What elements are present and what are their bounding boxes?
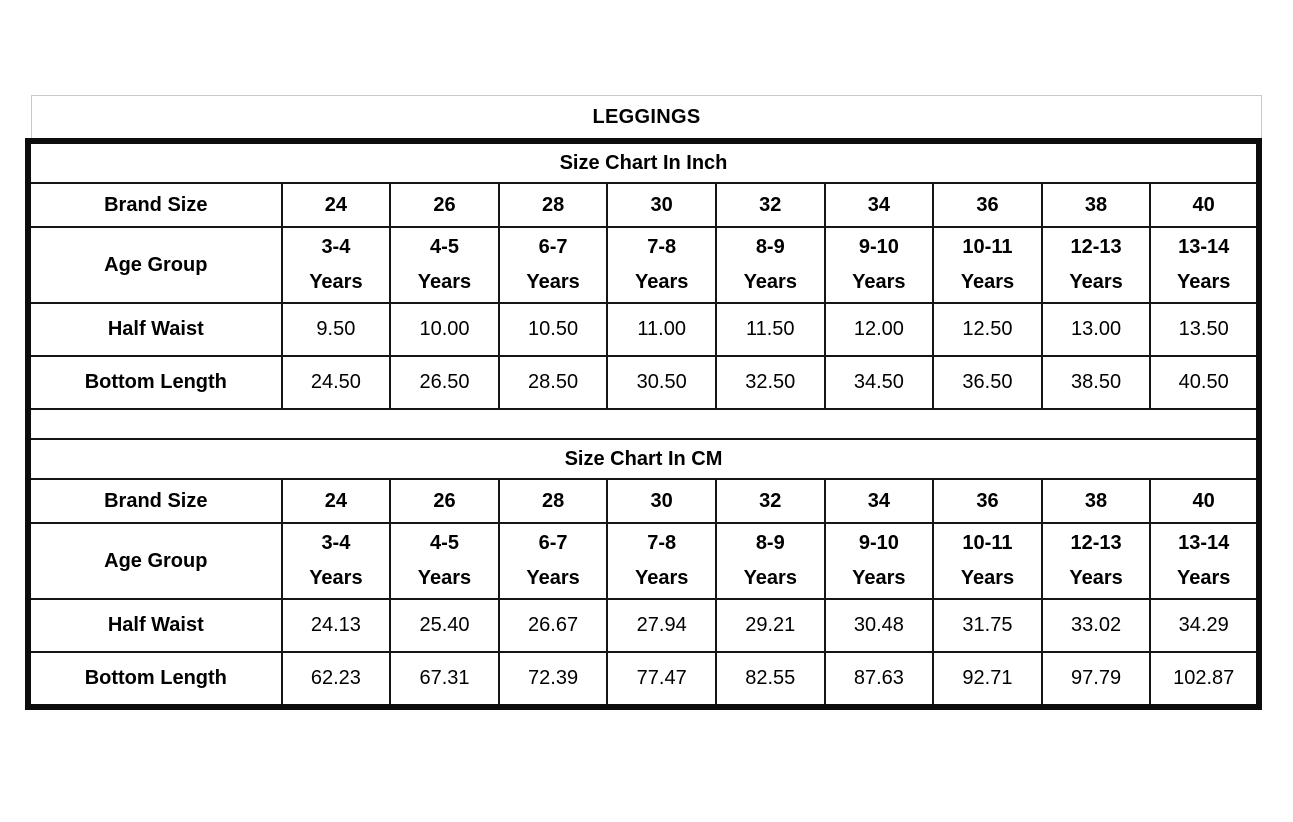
value-cell: 26.67 — [497, 598, 609, 653]
value-cell: 8-9 Years — [714, 522, 826, 600]
value-cell: 36 — [932, 182, 1043, 228]
value-cell: 24 — [280, 478, 392, 524]
value-cell: 27.94 — [606, 598, 717, 653]
value-cell: 26 — [389, 182, 500, 228]
value-cell: 77.47 — [606, 651, 717, 708]
value-cell: 13.00 — [1040, 302, 1152, 357]
row-label-waist: Half Waist — [27, 598, 283, 653]
value-cell: 9-10 Years — [823, 226, 935, 304]
row-label-brand: Brand Size — [27, 478, 283, 524]
value-cell: 82.55 — [714, 651, 826, 708]
table-row-waist: Half Waist 24.13 25.40 26.67 27.94 29.21 30.48… — [27, 598, 1260, 653]
value-cell: 8-9 Years — [714, 226, 826, 304]
value-cell: 28.50 — [497, 355, 609, 410]
value-cell: 24.13 — [280, 598, 392, 653]
chart-title: LEGGINGS — [31, 95, 1262, 138]
value-cell: 38 — [1040, 182, 1152, 228]
row-label-bottom: Bottom Length — [27, 651, 283, 708]
row-label-age: Age Group — [27, 522, 283, 600]
size-chart-panel: LEGGINGS Size Chart In Inch Brand Size 24 2… — [25, 95, 1262, 710]
value-cell: 38 — [1040, 478, 1152, 524]
table-row-brand: Brand Size 24 26 28 30 32 34 36 38 40 — [27, 182, 1260, 228]
table-row-brand: Brand Size 24 26 28 30 32 34 36 38 40 — [27, 478, 1260, 524]
value-cell: 25.40 — [389, 598, 500, 653]
value-cell: 3-4 Years — [280, 226, 392, 304]
value-cell: 24.50 — [280, 355, 392, 410]
value-cell: 26 — [389, 478, 500, 524]
value-cell: 26.50 — [389, 355, 500, 410]
value-cell: 87.63 — [823, 651, 935, 708]
table-row-age: Age Group 3-4 Years 4-5 Years 6-7 Years 7-8 … — [27, 226, 1260, 304]
value-cell: 9-10 Years — [823, 522, 935, 600]
value-cell: 11.50 — [714, 302, 826, 357]
value-cell: 24 — [280, 182, 392, 228]
row-label-waist: Half Waist — [27, 302, 283, 357]
spacer-row — [27, 408, 1260, 440]
section-header-row: Size Chart In Inch — [27, 140, 1260, 184]
section-header-inch: Size Chart In Inch — [27, 140, 1260, 184]
section-header-row: Size Chart In CM — [27, 438, 1260, 480]
value-cell: 12-13 Years — [1040, 522, 1152, 600]
row-label-bottom: Bottom Length — [27, 355, 283, 410]
value-cell: 102.87 — [1149, 651, 1260, 708]
value-cell: 10.50 — [497, 302, 609, 357]
table-row-bottom: Bottom Length 62.23 67.31 72.39 77.47 82.55 87… — [27, 651, 1260, 708]
value-cell: 4-5 Years — [389, 522, 500, 600]
size-chart-table: Size Chart In Inch Brand Size 24 26 28 30 32 34… — [25, 138, 1262, 710]
value-cell: 12.50 — [932, 302, 1043, 357]
value-cell: 4-5 Years — [389, 226, 500, 304]
value-cell: 7-8 Years — [606, 226, 717, 304]
value-cell: 30 — [606, 478, 717, 524]
table-row-waist: Half Waist 9.50 10.00 10.50 11.00 11.50 12.00 1… — [27, 302, 1260, 357]
value-cell: 13.50 — [1149, 302, 1260, 357]
value-cell: 29.21 — [714, 598, 826, 653]
value-cell: 6-7 Years — [497, 522, 609, 600]
value-cell: 30.50 — [606, 355, 717, 410]
value-cell: 30 — [606, 182, 717, 228]
value-cell: 92.71 — [932, 651, 1043, 708]
value-cell: 13-14 Years — [1149, 226, 1260, 304]
value-cell: 40 — [1149, 182, 1260, 228]
row-label-age: Age Group — [27, 226, 283, 304]
value-cell: 31.75 — [932, 598, 1043, 653]
table-row-age: Age Group 3-4 Years 4-5 Years 6-7 Years 7-8 … — [27, 522, 1260, 600]
value-cell: 7-8 Years — [606, 522, 717, 600]
value-cell: 28 — [497, 478, 609, 524]
table-row-bottom: Bottom Length 24.50 26.50 28.50 30.50 32.50 34… — [27, 355, 1260, 410]
value-cell: 34.50 — [823, 355, 935, 410]
value-cell: 34 — [823, 182, 935, 228]
value-cell: 13-14 Years — [1149, 522, 1260, 600]
spacer-cell — [27, 408, 1260, 440]
value-cell: 33.02 — [1040, 598, 1152, 653]
value-cell: 11.00 — [606, 302, 717, 357]
value-cell: 3-4 Years — [280, 522, 392, 600]
value-cell: 72.39 — [497, 651, 609, 708]
value-cell: 34 — [823, 478, 935, 524]
value-cell: 40.50 — [1149, 355, 1260, 410]
value-cell: 36.50 — [932, 355, 1043, 410]
value-cell: 10-11 Years — [932, 522, 1043, 600]
value-cell: 30.48 — [823, 598, 935, 653]
value-cell: 10.00 — [389, 302, 500, 357]
value-cell: 6-7 Years — [497, 226, 609, 304]
value-cell: 36 — [932, 478, 1043, 524]
value-cell: 12.00 — [823, 302, 935, 357]
value-cell: 97.79 — [1040, 651, 1152, 708]
section-header-cm: Size Chart In CM — [27, 438, 1260, 480]
value-cell: 62.23 — [280, 651, 392, 708]
value-cell: 32 — [714, 478, 826, 524]
value-cell: 28 — [497, 182, 609, 228]
value-cell: 38.50 — [1040, 355, 1152, 410]
value-cell: 32.50 — [714, 355, 826, 410]
size-chart-body: Size Chart In Inch Brand Size 24 26 28 30 32 34… — [27, 140, 1260, 708]
value-cell: 40 — [1149, 478, 1260, 524]
value-cell: 10-11 Years — [932, 226, 1043, 304]
value-cell: 12-13 Years — [1040, 226, 1152, 304]
value-cell: 9.50 — [280, 302, 392, 357]
row-label-brand: Brand Size — [27, 182, 283, 228]
value-cell: 34.29 — [1149, 598, 1260, 653]
value-cell: 32 — [714, 182, 826, 228]
value-cell: 67.31 — [389, 651, 500, 708]
